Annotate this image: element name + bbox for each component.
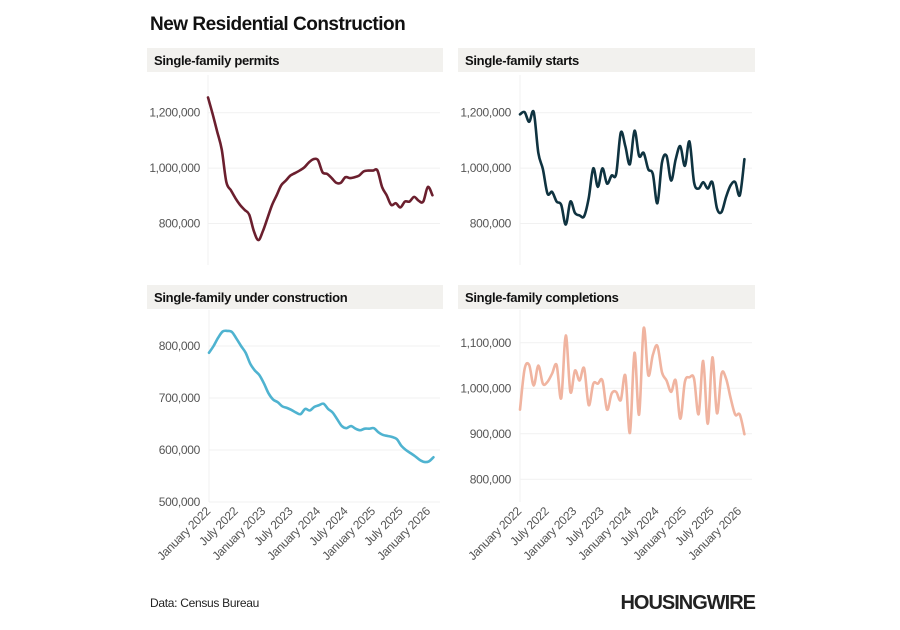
source-note: Data: Census Bureau <box>150 596 259 610</box>
series-line <box>518 109 746 226</box>
y-tick-label: 1,200,000 <box>149 106 200 120</box>
panel-3: Single-family under construction 500,000 6… <box>147 285 443 563</box>
y-tick-label: 700,000 <box>159 391 201 405</box>
y-tick-label: 900,000 <box>470 427 512 441</box>
panel-1: Single-family permits 800,000 1,000,000 1,2… <box>147 48 443 265</box>
y-tick-label: 800,000 <box>470 472 512 486</box>
panel-title: Single-family under construction <box>154 290 348 305</box>
y-tick-label: 800,000 <box>159 216 201 230</box>
y-tick-label: 1,000,000 <box>149 161 200 175</box>
panel-header-bar <box>147 285 443 309</box>
panel-header-bar <box>458 285 755 309</box>
panel-title: Single-family completions <box>465 290 619 305</box>
y-tick-label: 1,200,000 <box>460 106 511 120</box>
chart-title: New Residential Construction <box>150 14 405 35</box>
y-tick-label: 1,100,000 <box>460 336 511 350</box>
panel-title: Single-family permits <box>154 53 279 68</box>
y-tick-label: 800,000 <box>470 216 512 230</box>
series-line <box>207 329 435 464</box>
panel-header-bar <box>458 48 755 72</box>
housingwire-logo: HOUSINGWIRE <box>620 592 755 614</box>
panel-title: Single-family starts <box>465 53 579 68</box>
y-tick-label: 1,000,000 <box>460 161 511 175</box>
y-tick-label: 600,000 <box>159 443 201 457</box>
panels: Single-family permits 800,000 1,000,000 1,2… <box>147 48 755 563</box>
series-line <box>518 326 746 436</box>
y-tick-label: 1,000,000 <box>460 381 511 395</box>
y-tick-label: 800,000 <box>159 339 201 353</box>
y-tick-label: 500,000 <box>159 495 201 509</box>
series-line <box>206 96 434 242</box>
panel-header-bar <box>147 48 443 72</box>
panel-4: Single-family completions 800,000 900,000 1… <box>458 285 755 563</box>
panel-2: Single-family starts 800,000 1,000,000 1,20… <box>458 48 755 265</box>
